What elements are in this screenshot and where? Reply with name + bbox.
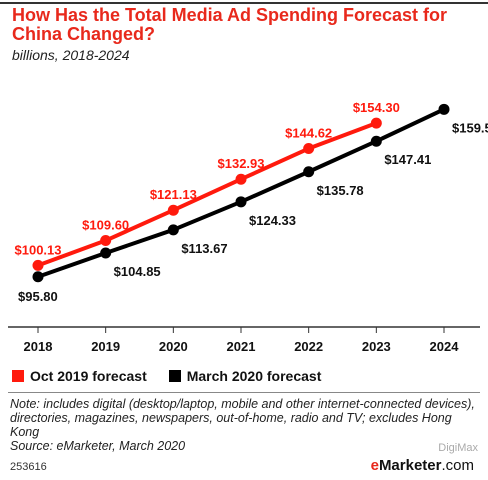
chart-legend: Oct 2019 forecast March 2020 forecast <box>12 368 321 384</box>
data-label: $113.67 <box>181 241 227 256</box>
x-tick-label: 2018 <box>24 339 53 354</box>
data-point <box>370 117 382 129</box>
data-point <box>370 135 382 147</box>
data-label: $154.30 <box>353 100 400 115</box>
data-label: $95.80 <box>18 289 58 304</box>
data-point <box>438 103 450 115</box>
data-label: $121.13 <box>150 187 197 202</box>
data-label: $159.55 <box>452 120 488 135</box>
data-label: $109.60 <box>82 218 129 233</box>
source-text: Source: eMarketer, March 2020 <box>10 439 186 453</box>
watermark: DigiMax <box>438 442 478 454</box>
data-point <box>303 166 315 178</box>
line-chart: 2018 2019 2020 2021 2022 2023 2024 $100.13 $109… <box>8 100 488 354</box>
legend-label-mar: March 2020 forecast <box>186 368 322 384</box>
data-label: $132.93 <box>218 156 265 171</box>
data-point <box>100 247 112 259</box>
footer-divider <box>8 392 480 393</box>
note-text: Note: includes digital (desktop/laptop, … <box>10 397 475 439</box>
top-rule <box>0 2 488 4</box>
data-point <box>235 196 247 208</box>
legend-swatch-oct <box>12 370 24 382</box>
data-point <box>167 224 179 236</box>
brand-logo: eMarketer.com <box>370 457 474 474</box>
x-tick-label: 2021 <box>227 339 256 354</box>
data-label: $144.62 <box>285 126 332 141</box>
chart-subtitle: billions, 2018-2024 <box>12 47 130 63</box>
data-point <box>32 259 44 271</box>
legend-item-mar: March 2020 forecast <box>168 368 322 384</box>
x-tick-label: 2023 <box>362 339 391 354</box>
data-point <box>235 173 247 185</box>
chart-title: How Has the Total Media Ad Spending Fore… <box>12 5 448 44</box>
x-tick-label: 2024 <box>430 339 460 354</box>
series-line-oct <box>37 121 378 268</box>
legend-item-oct: Oct 2019 forecast <box>12 368 147 384</box>
data-label: $147.41 <box>384 152 431 167</box>
x-tick-label: 2020 <box>159 339 188 354</box>
data-point <box>167 204 179 216</box>
data-label: $124.33 <box>249 213 296 228</box>
data-point <box>303 143 315 155</box>
data-point <box>32 271 44 283</box>
data-label: $135.78 <box>317 183 364 198</box>
x-tick-label: 2019 <box>91 339 120 354</box>
x-tick-label: 2022 <box>294 339 323 354</box>
data-label: $100.13 <box>15 242 62 257</box>
footnote: Note: includes digital (desktop/laptop, … <box>10 397 480 453</box>
data-point <box>100 235 112 247</box>
legend-swatch-mar <box>168 370 181 382</box>
legend-label-oct: Oct 2019 forecast <box>30 368 147 384</box>
series-line-mar <box>37 107 445 279</box>
chart-id: 253616 <box>10 461 47 473</box>
data-label: $104.85 <box>114 264 161 279</box>
